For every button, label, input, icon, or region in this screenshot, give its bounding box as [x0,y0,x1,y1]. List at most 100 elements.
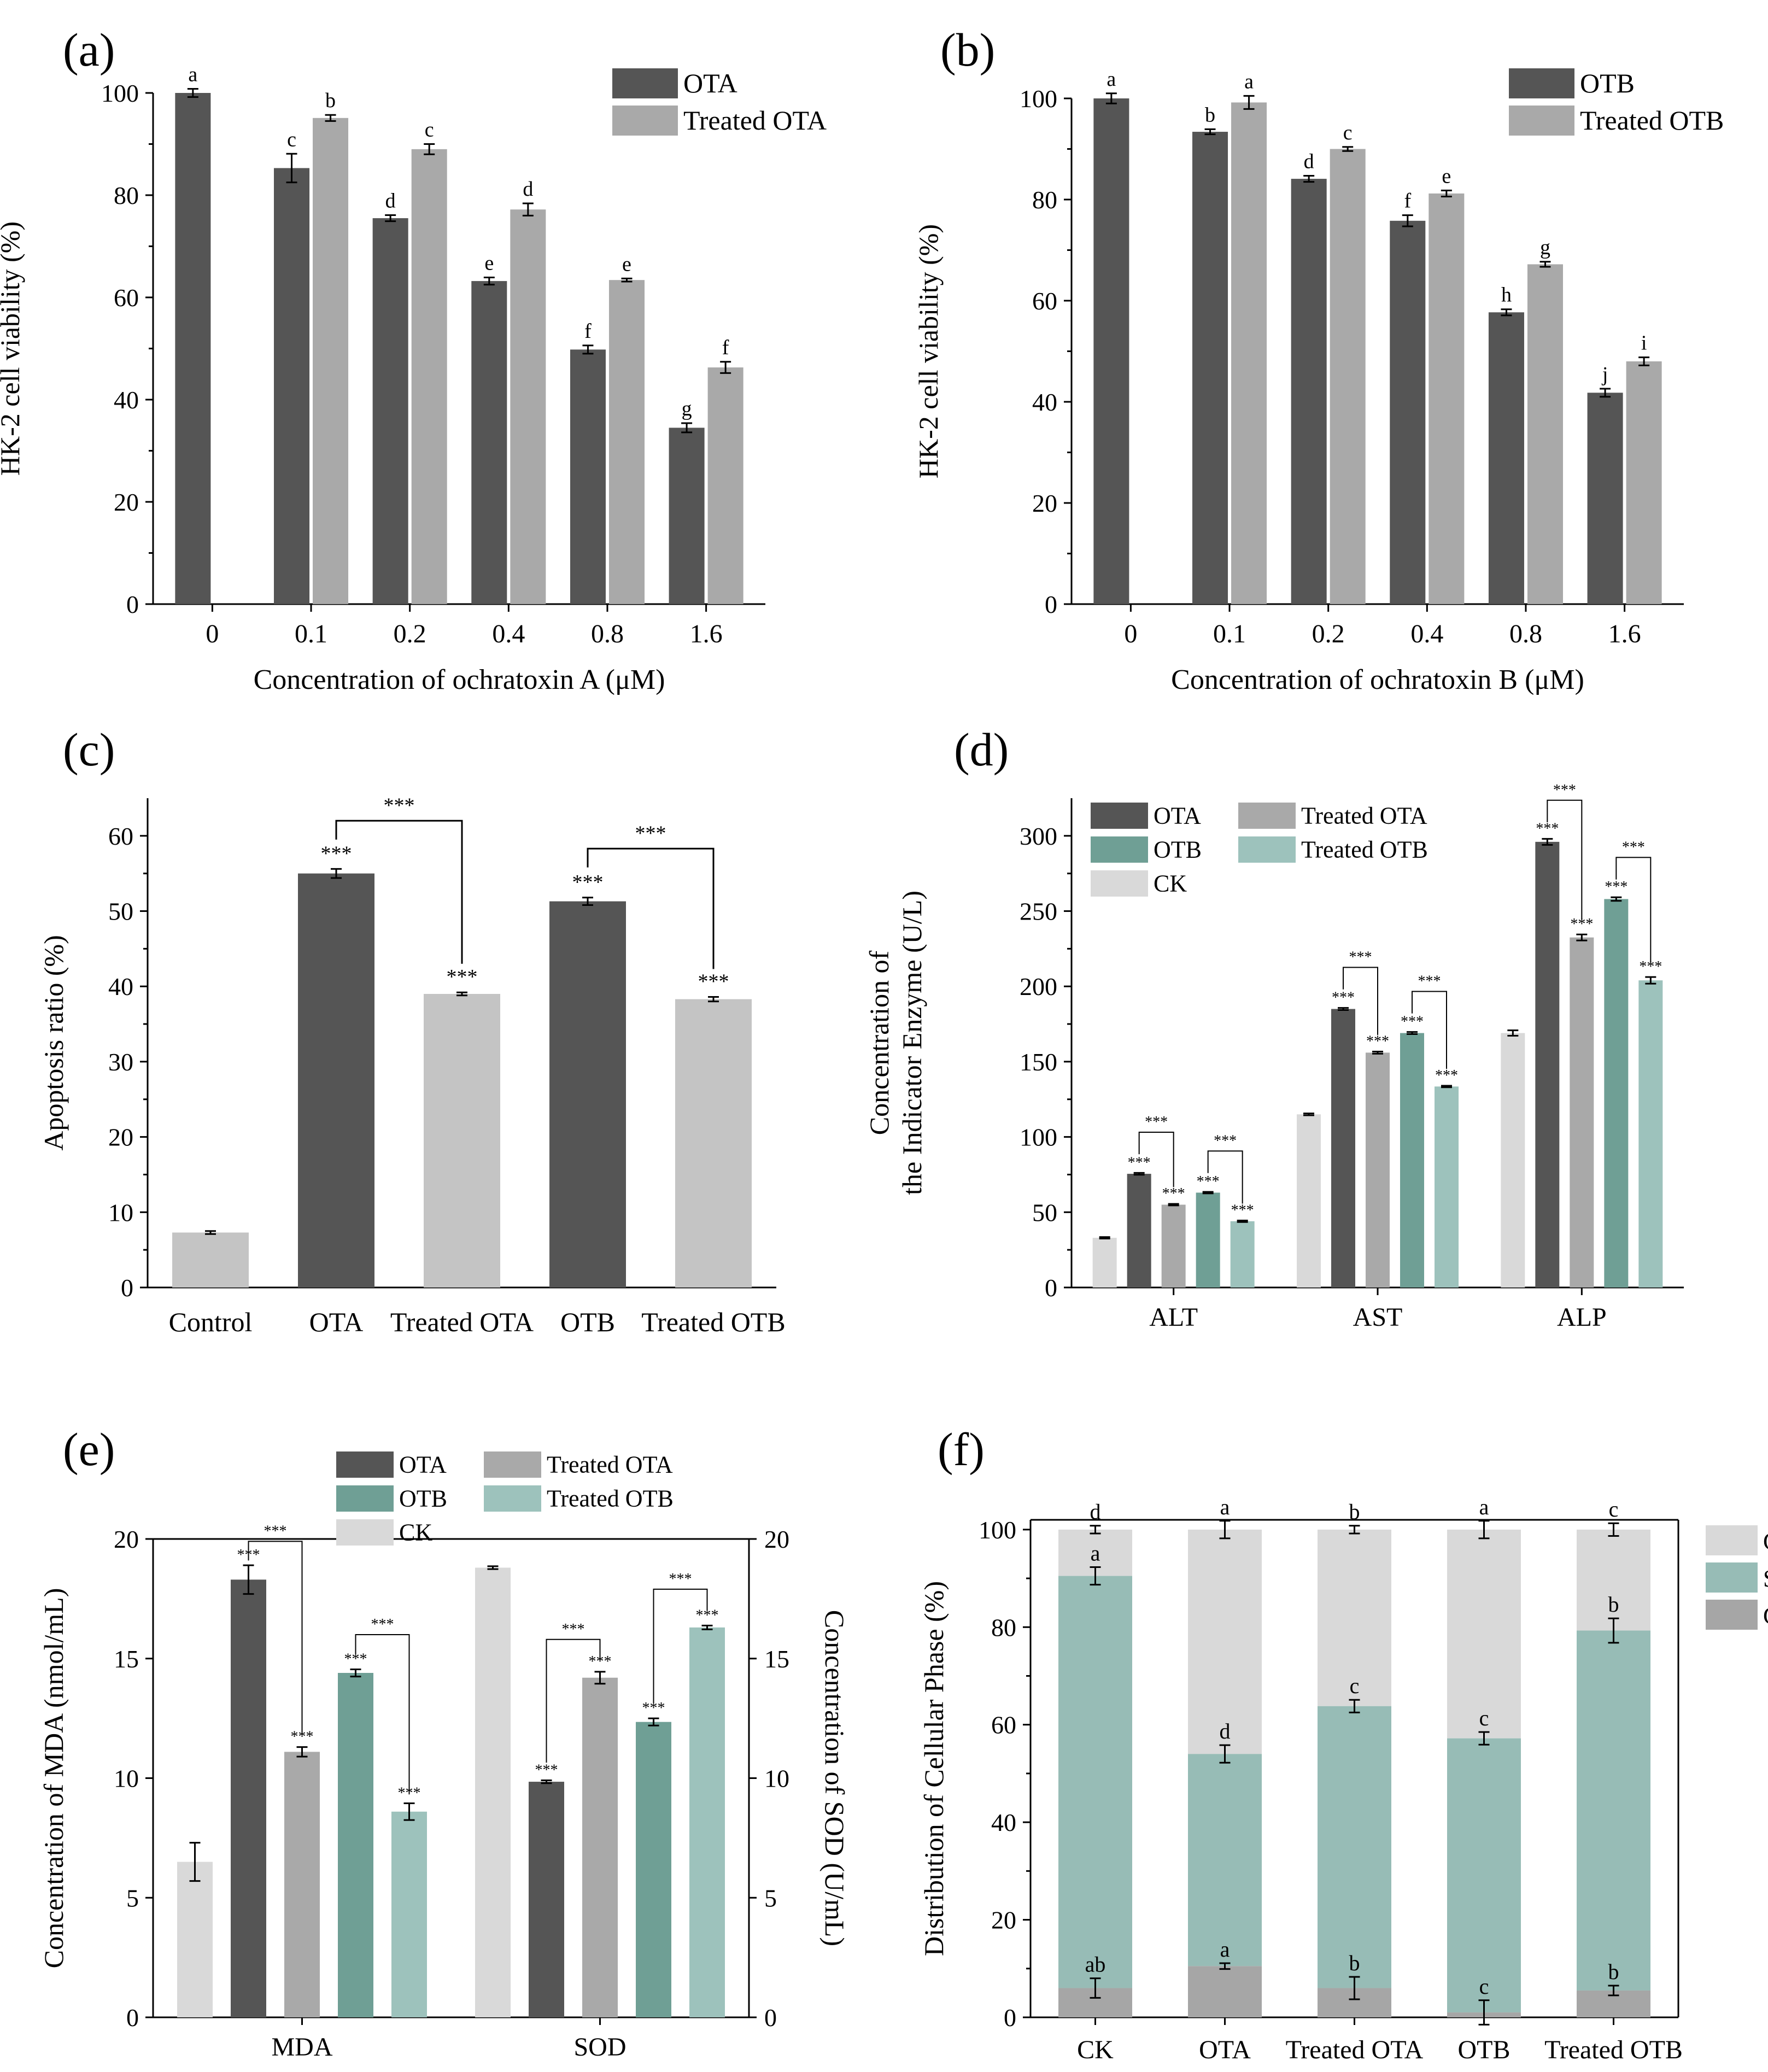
error-bar [325,114,336,122]
legend-item-0-label: OTB [1580,68,1635,98]
comparison-bracket: *** [1615,839,1652,963]
y-tick-label: 60 [991,1711,1016,1739]
significance-letter: c [1479,1706,1489,1730]
error-bar [296,1746,308,1758]
bar-segment-g1 [1447,1529,1521,1739]
x-tick-label: 0.2 [1312,619,1345,648]
bar-segment-s [1577,1630,1650,1991]
x-tick-label: CK [1077,2035,1114,2064]
significance-letter: d [1090,1500,1101,1524]
y-tick-label: 0 [1045,1274,1057,1302]
comparison-bracket: *** [587,822,715,969]
panel-0-bars: 0 a 0.1 c b 0.2 d c 0.4 e d 0.8 f e 1.6 g f [175,63,744,648]
bar-treated-otb [1527,264,1563,604]
bracket-line [587,847,715,969]
error-bar [456,991,467,997]
bar-treated-ota [608,280,645,604]
y-tick-label: 0 [1045,590,1057,618]
error-bar [594,1671,606,1685]
error-bar [541,1779,552,1784]
error-bar [1342,146,1354,152]
significance-letter: j [1601,363,1608,386]
bracket-stars: *** [635,822,666,845]
y-tick-label: 40 [108,973,133,1000]
x-tick-label: 0.2 [394,619,426,648]
error-bar [487,1565,499,1570]
error-bar [1441,189,1452,197]
y-tick-label: 100 [101,79,139,107]
error-bar [1202,1191,1214,1195]
error-bar [189,1842,201,1882]
error-bar [424,143,435,155]
bracket-stars: *** [1553,782,1576,799]
y-tick-label: 10 [114,1765,139,1793]
error-bar [1608,1985,1619,1997]
legend-item-0-swatch [612,68,678,98]
bar-segment-g1 [1577,1529,1650,1631]
y-tick-label: 0 [126,2004,139,2032]
bracket-line [1343,967,1378,1035]
x-tick-label: 0.4 [492,619,525,648]
y-tick-label: 20 [114,488,139,516]
significance-letter: ab [1085,1952,1106,1977]
bar-otb [1390,220,1426,605]
y-right-tick-label: 0 [764,2004,777,2032]
error-bar [1090,1977,1101,1999]
y-axis-title: Concentration of MDA (nmol/mL) [38,1588,69,1969]
bracket-stars: *** [1214,1132,1237,1149]
panel-3-axes: 0 50 100 150 200 250 300 Concentration of the In… [864,798,1684,1302]
bar-otb [1192,132,1228,605]
legend-item-1-label: Treated OTA [683,105,827,136]
bar-otb [1291,179,1327,604]
significance-letter: a [1220,1937,1230,1962]
x-tick-label: MDA [271,2033,332,2062]
significance-letter: e [484,252,494,275]
significance-letter: b [325,89,336,112]
bar-ck [1092,1238,1117,1287]
error-bar [187,88,198,98]
error-bar [522,202,534,216]
y-tick-label: 150 [1020,1048,1057,1076]
significance-letter: d [1220,1719,1231,1743]
significance-letter: d [1304,150,1314,173]
comparison-bracket: *** [335,794,463,964]
error-bar [1507,1029,1519,1037]
bar-ota [175,93,211,604]
legend-item-3-label: OTB [1154,836,1202,863]
error-bar [1600,388,1611,398]
bracket-stars: *** [264,1523,287,1540]
panel-0-axes: 0 20 40 60 80 100 HK-2 cell viability (%) Conce… [0,79,765,695]
panel-2-bars: Control OTA *** Treated OTA *** OTB *** Treated… [169,794,786,1337]
y-tick-label: 200 [1020,973,1057,1000]
legend-4: OTA Treated OTA OTB Treated OTB CK [336,1451,674,1546]
comparison-bracket: *** [355,1616,410,1795]
error-bar [1133,1172,1145,1176]
bar-ota [570,349,606,604]
x-tick-label: Treated OTA [390,1307,534,1337]
error-bar [1243,95,1255,110]
x-tick-label: Treated OTA [1286,2035,1424,2064]
x-tick-label: AST [1353,1303,1403,1332]
error-bar [331,868,342,879]
legend-item-4-label: Treated OTB [1301,836,1428,863]
bar [298,873,374,1287]
y-right-tick-label: 20 [764,1525,789,1553]
legend-item-g2-swatch [1706,1600,1758,1630]
significance-stars: *** [1605,879,1628,895]
bracket-line [546,1638,601,1763]
bar-otb [1196,1192,1220,1287]
bar-otb [1587,393,1623,604]
significance-stars: *** [1162,1185,1185,1202]
legend-item-4-swatch [1238,836,1296,863]
significance-stars: *** [1197,1173,1220,1190]
y-tick-label: 80 [114,182,139,209]
significance-stars: *** [1435,1067,1458,1084]
significance-stars: *** [1366,1033,1389,1050]
bar-segment-g2 [1188,1966,1262,2017]
legend-item-0-swatch [336,1519,394,1546]
bar [172,1232,249,1287]
y-right-tick-label: 15 [764,1645,789,1673]
error-bar [1090,1566,1101,1586]
